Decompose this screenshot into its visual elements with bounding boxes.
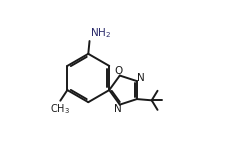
- Text: O: O: [114, 66, 122, 76]
- Text: CH$_3$: CH$_3$: [49, 102, 69, 116]
- Text: NH$_2$: NH$_2$: [90, 26, 111, 40]
- Text: N: N: [136, 73, 144, 83]
- Text: N: N: [114, 104, 122, 114]
